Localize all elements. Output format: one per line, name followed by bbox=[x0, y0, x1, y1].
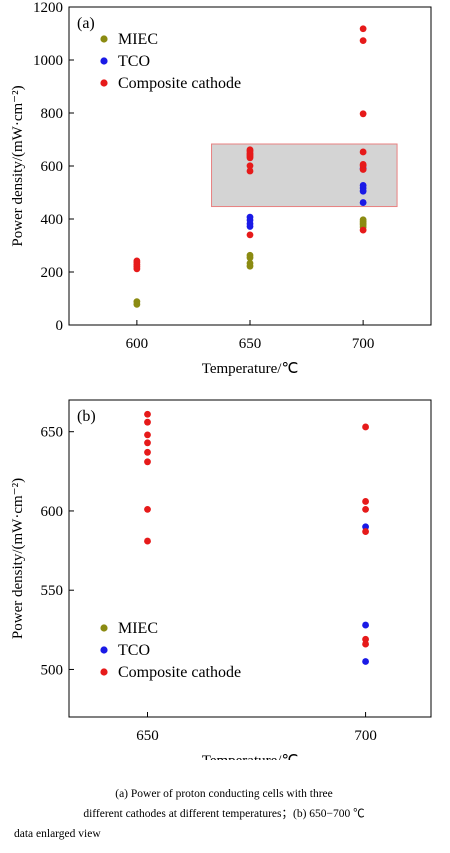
figure: 0 200 400 600 800 1000 1200 600 650 700 Temperatur… bbox=[10, 0, 432, 760]
data-point bbox=[359, 161, 367, 168]
data-point bbox=[359, 216, 367, 224]
data-point bbox=[144, 418, 151, 426]
x-tick-label: 700 bbox=[352, 336, 375, 352]
y-axis-label: Power density/(mW·cm⁻²) bbox=[10, 478, 26, 639]
y-tick-label: 550 bbox=[41, 583, 64, 599]
data-point bbox=[362, 505, 369, 513]
y-tick-label: 600 bbox=[41, 504, 64, 520]
y-tick-label: 650 bbox=[41, 425, 64, 441]
legend-label: MIEC bbox=[118, 31, 158, 48]
legend-marker bbox=[100, 79, 108, 87]
data-point bbox=[362, 523, 369, 531]
x-tick-label: 600 bbox=[126, 336, 149, 352]
chart-panel-b: 500 550 600 650 650 700 Temperature/℃ Power den… bbox=[10, 399, 432, 760]
data-point bbox=[144, 537, 151, 545]
plot-frame bbox=[68, 399, 432, 718]
legend-label: Composite cathode bbox=[118, 75, 241, 92]
y-tick-label: 1200 bbox=[33, 0, 63, 16]
caption-line-2: different cathodes at different temperat… bbox=[83, 808, 365, 820]
data-point bbox=[144, 448, 151, 456]
data-point bbox=[246, 231, 254, 239]
data-point bbox=[362, 635, 369, 643]
x-tick-label: 700 bbox=[354, 728, 377, 744]
legend-marker bbox=[100, 624, 108, 632]
data-point bbox=[362, 621, 369, 629]
data-point bbox=[144, 458, 151, 466]
data-point bbox=[246, 162, 254, 170]
data-point bbox=[359, 25, 367, 33]
legend-marker bbox=[100, 668, 108, 676]
chart-panel-a: 0 200 400 600 800 1000 1200 600 650 700 Temperatur… bbox=[10, 0, 432, 377]
data-point bbox=[359, 199, 367, 206]
data-point bbox=[359, 226, 367, 234]
data-point bbox=[144, 439, 151, 447]
y-tick-label: 800 bbox=[41, 106, 64, 122]
data-point bbox=[362, 658, 369, 665]
y-tick-label: 600 bbox=[41, 159, 64, 175]
legend-label: MIEC bbox=[118, 620, 158, 637]
figure-caption: (a) Power of proton conducting cells wit… bbox=[14, 784, 434, 844]
data-point bbox=[246, 251, 254, 259]
data-point bbox=[362, 498, 369, 505]
data-point bbox=[359, 37, 367, 45]
data-point bbox=[133, 298, 141, 306]
y-tick-label: 400 bbox=[41, 212, 64, 228]
data-point bbox=[246, 259, 254, 267]
y-axis-label: Power density/(mW·cm⁻²) bbox=[10, 85, 26, 246]
data-point bbox=[359, 110, 367, 118]
data-point bbox=[246, 213, 254, 221]
x-tick-label: 650 bbox=[136, 728, 159, 744]
legend-marker bbox=[100, 57, 108, 65]
data-point bbox=[144, 431, 151, 439]
legend-marker bbox=[100, 646, 108, 654]
legend-label: Composite cathode bbox=[118, 664, 241, 681]
panel-label: (b) bbox=[77, 408, 96, 425]
data-point bbox=[359, 181, 367, 189]
panel-label: (a) bbox=[77, 15, 95, 32]
y-tick-label: 1000 bbox=[33, 53, 63, 69]
x-axis-label: Temperature/℃ bbox=[202, 361, 299, 377]
data-point bbox=[362, 528, 369, 535]
y-tick-label: 200 bbox=[41, 265, 64, 281]
caption-line-3: data enlarged view bbox=[14, 828, 101, 840]
data-point bbox=[362, 423, 369, 431]
legend-marker bbox=[100, 35, 108, 43]
legend-label: TCO bbox=[118, 53, 150, 70]
data-point bbox=[144, 410, 151, 418]
x-axis-label: Temperature/℃ bbox=[202, 753, 299, 760]
y-tick-label: 0 bbox=[56, 318, 64, 334]
data-point bbox=[246, 146, 254, 154]
y-tick-label: 500 bbox=[41, 662, 64, 678]
data-point bbox=[144, 505, 151, 513]
x-tick-label: 650 bbox=[239, 336, 262, 352]
data-point bbox=[362, 640, 369, 648]
caption-line-1: (a) Power of proton conducting cells wit… bbox=[115, 788, 333, 800]
data-point bbox=[246, 167, 254, 175]
legend-label: TCO bbox=[118, 642, 150, 659]
data-point bbox=[133, 257, 141, 265]
highlight-region bbox=[211, 143, 398, 208]
data-point bbox=[359, 148, 367, 156]
